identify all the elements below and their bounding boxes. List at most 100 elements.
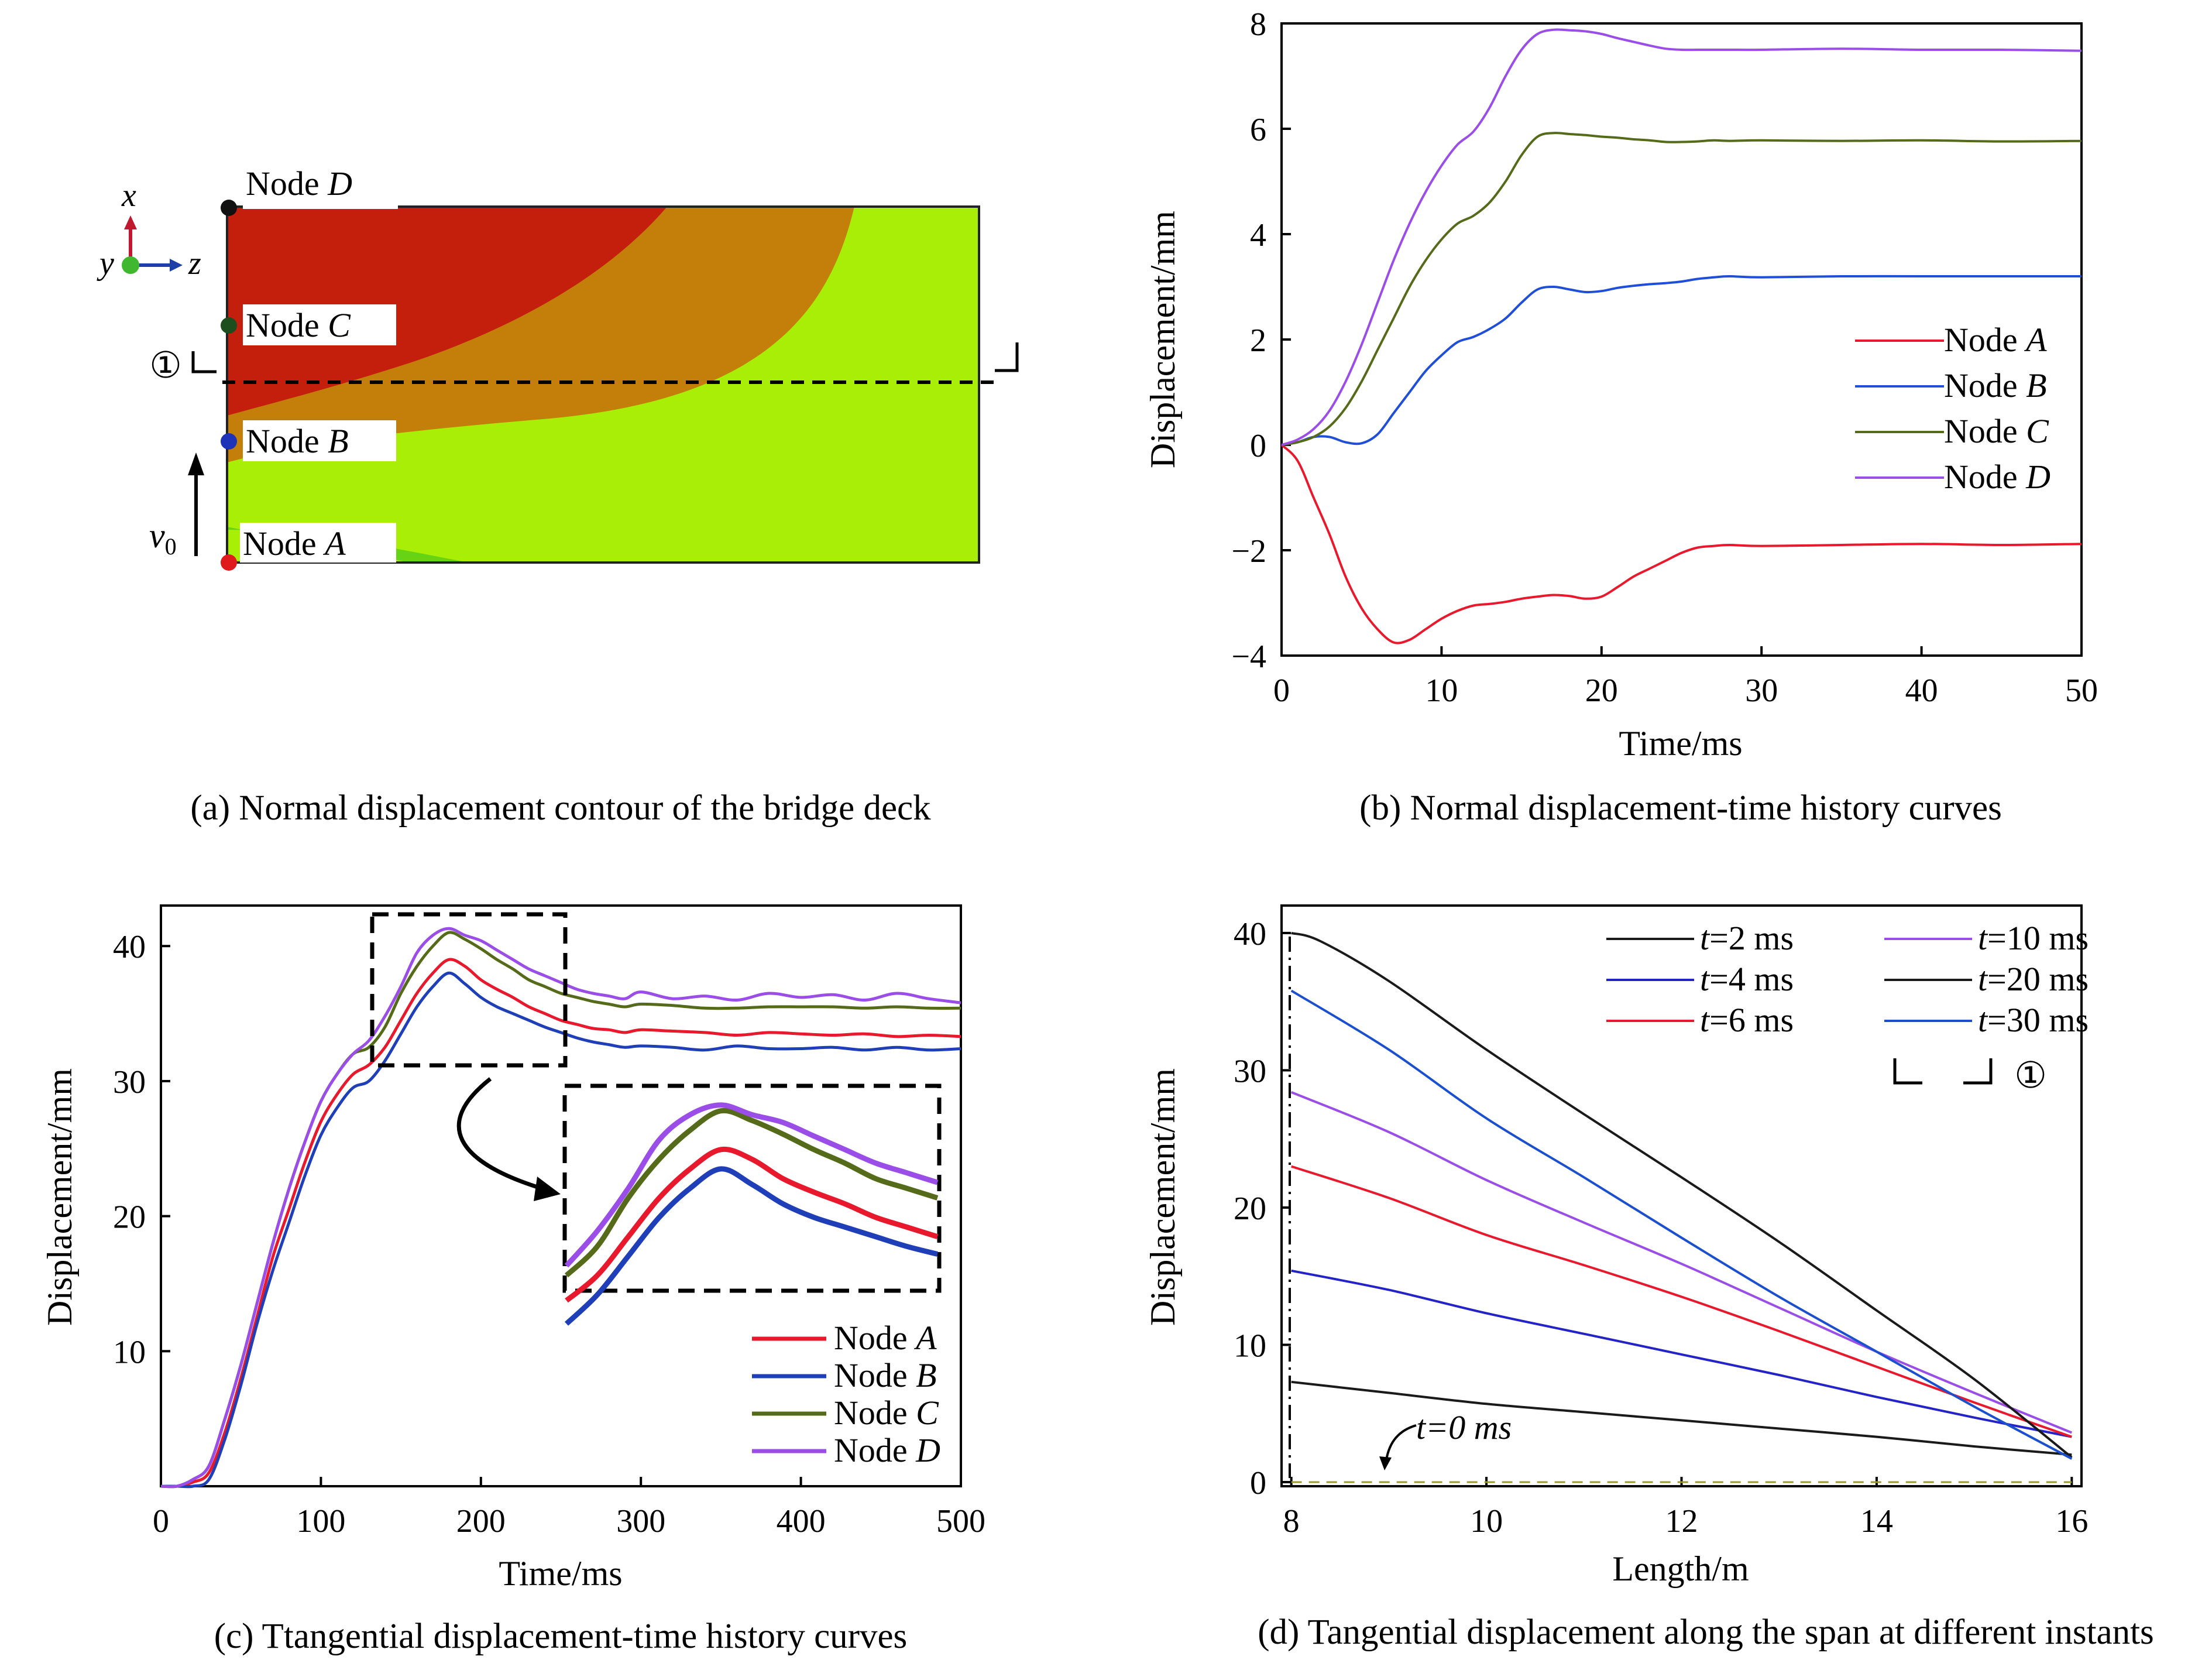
chart-normal-displacement: 0 10 20 30 40 50 −4 −2 0 2 4 6 8 Time/ms Displacemen…: [1143, 6, 2098, 763]
chart-d-ylabel: Displacement/mm: [1143, 1068, 1182, 1326]
deck-outline: [226, 205, 980, 564]
x-tick-label: 8: [1283, 1503, 1300, 1539]
series-line-1: [1281, 275, 2082, 446]
chart-d-section-mark-left: [1893, 1058, 1922, 1085]
x-tick-label: 40: [1905, 673, 1938, 709]
chart-b-series: [1280, 28, 2082, 644]
series-line-2: [1291, 1165, 2072, 1438]
triad-y-label: y: [97, 245, 114, 282]
zoom-arrow: [456, 1077, 542, 1191]
node-d-label: Node D: [246, 164, 352, 203]
x-tick-label: 50: [2065, 673, 2098, 709]
inset-series-line-0: [565, 1146, 939, 1303]
node-d-label-bg: [243, 162, 398, 209]
x-tick-label: 400: [777, 1503, 826, 1539]
caption-b: (b) Normal displacement-time history cur…: [1359, 788, 2002, 828]
y-tick-label: 0: [1250, 428, 1266, 464]
y-tick-label: 40: [113, 929, 146, 965]
velocity-label: v0: [149, 516, 177, 560]
chart-d-series: [1290, 931, 2073, 1483]
chart-b-xlabel: Time/ms: [1619, 724, 1742, 763]
y-tick-label: 20: [113, 1199, 146, 1236]
contour-zone-high: [227, 207, 667, 416]
chart-c-series: [160, 927, 961, 1489]
chart-d-annotation: t=0 ms: [1416, 1408, 1512, 1446]
section-marker-label: ①: [149, 346, 182, 386]
x-tick-label: 16: [2055, 1503, 2088, 1539]
chart-b-legend: Node A Node B Node C Node D: [1855, 321, 2050, 496]
node-a-label: Node A: [243, 524, 346, 563]
series-line-0: [1280, 444, 2082, 644]
zoom-inset-series: [564, 1102, 939, 1326]
legend-entry-label: t=10 ms: [1978, 919, 2089, 957]
legend-entry-label: Node C: [834, 1394, 939, 1432]
series-line-1: [1291, 1269, 2072, 1438]
chart-c-frame: [160, 904, 962, 1487]
x-tick-label: 14: [1860, 1503, 1893, 1539]
y-tick-label: 6: [1250, 112, 1266, 148]
annotation-arrow-head: [1379, 1456, 1392, 1470]
series-line-3: [1281, 28, 2082, 446]
chart-d-section-mark-right: [1963, 1058, 1993, 1085]
series-line-0: [160, 958, 961, 1489]
node-b-label: Node B: [246, 422, 349, 460]
chart-d-ticks: 8 10 12 14 16 0 10 20 30 40: [1234, 916, 2088, 1539]
node-b-label-bg: [243, 420, 396, 461]
inset-series-line-3: [564, 1102, 939, 1268]
zoom-region-box: [370, 912, 568, 1068]
legend-entry-label: t=2 ms: [1700, 919, 1794, 957]
chart-tangential-displacement: 0 100 200 300 400 500 10 20 30 40 Time/ms Displac…: [40, 904, 985, 1593]
chart-c-ticks: 0 100 200 300 400 500 10 20 30 40: [113, 929, 985, 1539]
y-tick-label: 30: [113, 1064, 146, 1100]
triad-z-label: z: [188, 245, 201, 282]
legend-entry-label: Node D: [834, 1431, 940, 1469]
legend-entry-label: Node C: [1944, 412, 2049, 450]
legend-entry-label: t=4 ms: [1700, 960, 1794, 998]
series-line-4: [1291, 931, 2073, 1459]
caption-a: (a) Normal displacement contour of the b…: [190, 788, 931, 828]
chart-d-legend: t=2 mst=4 mst=6 ms t=10 mst=20 mst=30 ms: [1606, 919, 2089, 1039]
series-line-3: [160, 927, 961, 1489]
node-a-marker: [221, 554, 237, 571]
chart-d-xlabel: Length/m: [1612, 1549, 1749, 1588]
x-tick-label: 100: [296, 1503, 345, 1539]
node-a-label-bg: [240, 523, 396, 563]
x-tick-label: 20: [1585, 673, 1618, 709]
inset-series-line-1: [564, 1166, 939, 1326]
series-line-5: [1290, 989, 2073, 1460]
legend-entry-label: t=30 ms: [1978, 1001, 2089, 1039]
y-tick-label: 20: [1234, 1191, 1266, 1227]
legend-entry-label: Node A: [1944, 321, 2047, 359]
legend-entry-label: Node A: [834, 1319, 937, 1357]
legend-entry-label: t=6 ms: [1700, 1001, 1794, 1039]
x-tick-label: 30: [1745, 673, 1778, 709]
y-tick-label: −4: [1231, 639, 1266, 675]
x-tick-label: 300: [616, 1503, 665, 1539]
x-tick-label: 12: [1665, 1503, 1698, 1539]
triad-x-arrowhead: [124, 215, 137, 229]
node-d-marker: [221, 200, 237, 216]
node-c-label: Node C: [246, 306, 351, 344]
section-mark-left: [191, 351, 217, 373]
caption-d: (d) Tangential displacement along the sp…: [1258, 1613, 2154, 1652]
series-line-1: [161, 971, 961, 1489]
section-mark-right: [995, 342, 1019, 372]
y-tick-label: 40: [1234, 916, 1266, 952]
chart-c-ylabel: Displacement/mm: [40, 1068, 79, 1326]
chart-c-xlabel: Time/ms: [499, 1554, 622, 1593]
y-tick-label: 2: [1250, 323, 1266, 359]
x-tick-label: 10: [1425, 673, 1458, 709]
triad-y-origin: [122, 256, 139, 274]
legend-entry-label: Node B: [834, 1356, 937, 1394]
legend-entry-label: Node D: [1944, 458, 2050, 496]
triad-x-label: x: [121, 177, 136, 214]
node-c-label-bg: [243, 304, 396, 345]
node-b-marker: [221, 433, 237, 450]
legend-entry-label: t=20 ms: [1978, 960, 2089, 998]
chart-b-ylabel: Displacement/mm: [1143, 211, 1182, 468]
legend-entry-label: Node B: [1944, 366, 2047, 404]
series-line-3: [1290, 1091, 2073, 1434]
axis-triad: x y z: [97, 177, 201, 282]
